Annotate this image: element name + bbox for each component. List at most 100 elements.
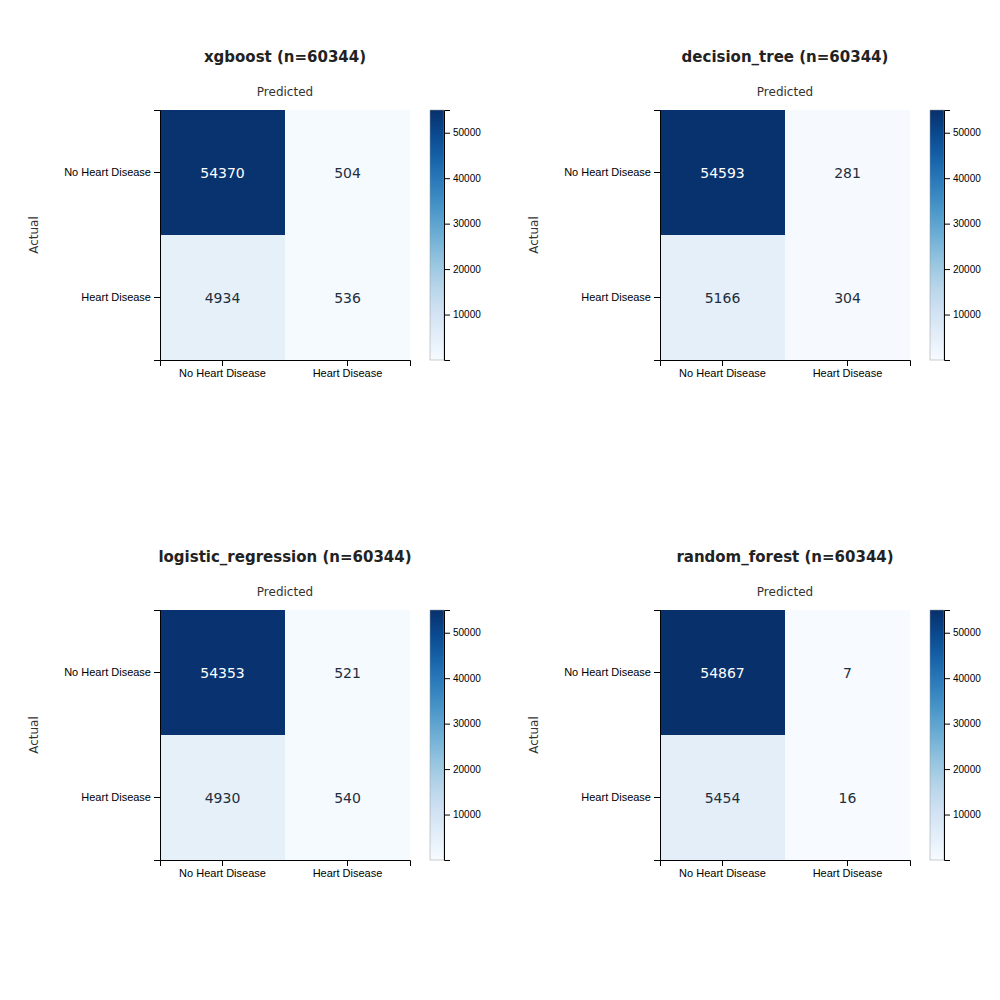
data-label: 54370 (200, 165, 245, 181)
colorbar-tick: 20000 (944, 764, 981, 775)
chart-title: xgboost (n=60344) (204, 48, 366, 66)
tick-label: 20000 (953, 764, 981, 775)
tick-mark (154, 172, 160, 173)
tick-label: 30000 (953, 218, 981, 229)
x-axis: No Heart Disease Heart Disease (661, 360, 911, 379)
tick-label: No Heart Disease (564, 166, 651, 178)
tick-mark (722, 860, 723, 866)
tick-label: 20000 (453, 264, 481, 275)
colorbar-tick: 40000 (944, 673, 981, 684)
heatmap-cell (785, 610, 910, 735)
tick-mark (944, 633, 950, 634)
axis-line (445, 111, 451, 361)
y-tick: Heart Disease (81, 791, 160, 803)
axis-line (945, 111, 951, 361)
colorbar-tick: 40000 (444, 673, 481, 684)
x-tick: Heart Disease (313, 360, 383, 379)
tick-label: No Heart Disease (179, 867, 266, 879)
tick-label: Heart Disease (81, 791, 151, 803)
tick-mark (944, 678, 950, 679)
tick-label: 30000 (953, 718, 981, 729)
heatmap-cell (785, 110, 910, 235)
x-tick: No Heart Disease (679, 360, 766, 379)
colorbar-axis: 1000020000300004000050000 (444, 611, 481, 861)
colorbar-axis: 1000020000300004000050000 (944, 111, 981, 361)
tick-mark (444, 815, 450, 816)
y-tick: Heart Disease (581, 791, 660, 803)
y-tick: No Heart Disease (64, 666, 160, 678)
heatmap-cell (660, 235, 785, 360)
y-axis-title: Actual (527, 716, 541, 754)
heatmap-cell (785, 735, 910, 860)
cells (660, 110, 910, 360)
tick-mark (154, 797, 160, 798)
tick-mark (847, 860, 848, 866)
y-tick: No Heart Disease (64, 166, 160, 178)
colorbar-tick: 50000 (444, 127, 481, 138)
x-axis: No Heart Disease Heart Disease (161, 860, 411, 879)
tick-mark (154, 672, 160, 673)
tick-mark (347, 360, 348, 366)
tick-mark (444, 633, 450, 634)
axis-line (161, 861, 411, 867)
x-tick: Heart Disease (813, 360, 883, 379)
data-label: 7 (843, 665, 852, 681)
colorbar-axis: 1000020000300004000050000 (444, 111, 481, 361)
tick-label: 10000 (453, 309, 481, 320)
tick-mark (222, 360, 223, 366)
tick-mark (654, 797, 660, 798)
colorbar-tick: 10000 (944, 309, 981, 320)
x-axis-title: Predicted (257, 85, 313, 99)
heatmap-cell (660, 610, 785, 735)
x-tick: No Heart Disease (179, 860, 266, 879)
x-tick: Heart Disease (313, 860, 383, 879)
cells (660, 610, 910, 860)
data-label: 521 (334, 665, 361, 681)
tick-label: 10000 (453, 809, 481, 820)
tick-mark (944, 315, 950, 316)
plot-area: 545932815166304No Heart DiseaseHeart Dis… (527, 48, 911, 379)
tick-label: 50000 (953, 127, 981, 138)
colorbar: 1000020000300004000050000 (930, 610, 981, 861)
colorbar-tick: 30000 (444, 718, 481, 729)
axis-line (661, 361, 911, 367)
x-axis: No Heart DiseaseHeart Disease (661, 860, 911, 879)
cells (160, 110, 410, 360)
axis-line (654, 611, 661, 861)
heatmap-cell (285, 610, 410, 735)
data-label: 54867 (700, 665, 745, 681)
tick-mark (444, 769, 450, 770)
colorbar: 1000020000300004000050000 (430, 110, 481, 361)
heatmap-cell (160, 610, 285, 735)
panel: 545932815166304No Heart DiseaseHeart Dis… (527, 48, 981, 379)
tick-mark (347, 860, 348, 866)
tick-label: 40000 (453, 173, 481, 184)
colorbar-axis: 1000020000300004000050000 (944, 611, 981, 861)
plot-area: 543705044934536No Heart DiseaseHeart Dis… (27, 48, 411, 379)
tick-mark (222, 860, 223, 866)
axis-line (161, 361, 411, 367)
tick-label: 50000 (453, 627, 481, 638)
tick-label: No Heart Disease (679, 367, 766, 379)
plot-area: 543535214930540No Heart DiseaseHeart Dis… (27, 548, 412, 879)
panel: 543535214930540No Heart DiseaseHeart Dis… (27, 548, 481, 879)
tick-mark (722, 360, 723, 366)
heatmap-cell (285, 735, 410, 860)
y-tick: Heart Disease (581, 291, 660, 303)
colorbar-tick: 30000 (944, 218, 981, 229)
colorbar-scale (430, 110, 444, 360)
axis-line (154, 611, 161, 861)
colorbar: 1000020000300004000050000 (430, 610, 481, 861)
data-label: 16 (839, 790, 857, 806)
heatmap-cell (660, 110, 785, 235)
y-tick: No Heart Disease (564, 166, 660, 178)
tick-mark (944, 224, 950, 225)
plot-area: 548677545416No Heart DiseaseHeart Diseas… (527, 548, 911, 879)
colorbar-tick: 20000 (444, 264, 481, 275)
tick-label: 50000 (953, 627, 981, 638)
colorbar-tick: 20000 (944, 264, 981, 275)
colorbar-tick: 50000 (944, 627, 981, 638)
tick-mark (444, 315, 450, 316)
tick-label: No Heart Disease (64, 666, 151, 678)
tick-mark (444, 269, 450, 270)
